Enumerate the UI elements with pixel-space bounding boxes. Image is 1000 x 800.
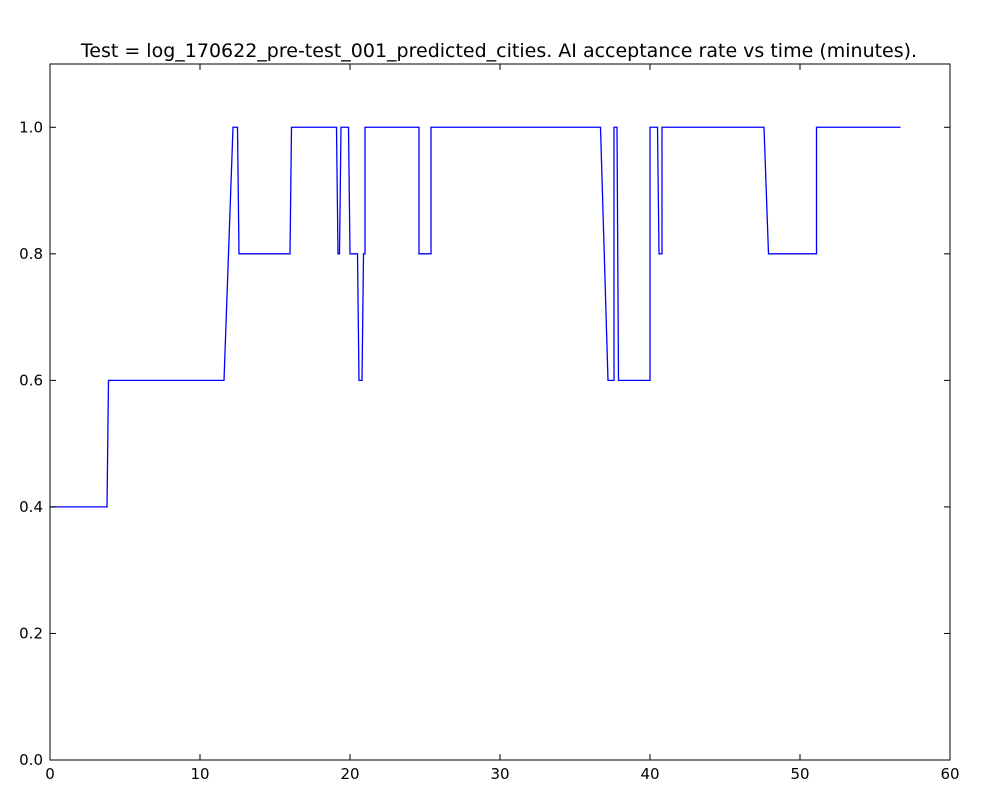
series-line-0 — [50, 126, 901, 508]
x-tick-label: 0 — [45, 765, 55, 783]
chart-title: Test = log_170622_pre-test_001_predicted… — [80, 40, 917, 62]
y-tick-label: 0.8 — [19, 245, 43, 263]
y-tick-label: 0.4 — [19, 498, 43, 516]
plot-area — [50, 126, 901, 508]
x-tick-label: 40 — [640, 765, 659, 783]
x-tick-label: 60 — [940, 765, 959, 783]
x-axis: 0 10 20 30 40 50 60 — [45, 64, 960, 783]
y-axis: 0.0 0.2 0.4 0.6 0.8 1.0 — [19, 118, 950, 769]
x-tick-label: 10 — [190, 765, 209, 783]
y-tick-label: 0.2 — [19, 624, 43, 642]
x-tick-label: 30 — [490, 765, 509, 783]
x-tick-label: 20 — [340, 765, 359, 783]
axes-frame — [49, 63, 951, 761]
y-tick-label: 1.0 — [19, 118, 43, 136]
y-tick-label: 0.6 — [19, 371, 43, 389]
y-tick-label: 0.0 — [19, 751, 43, 769]
x-tick-label: 50 — [790, 765, 809, 783]
